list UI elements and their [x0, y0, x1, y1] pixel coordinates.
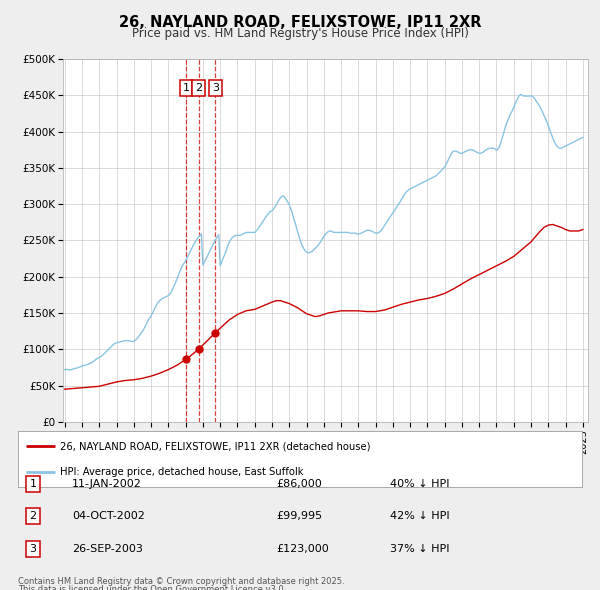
- Text: HPI: Average price, detached house, East Suffolk: HPI: Average price, detached house, East…: [60, 467, 304, 477]
- Text: 11-JAN-2002: 11-JAN-2002: [72, 479, 142, 489]
- Text: 1: 1: [29, 479, 37, 489]
- Text: 26, NAYLAND ROAD, FELIXSTOWE, IP11 2XR (detached house): 26, NAYLAND ROAD, FELIXSTOWE, IP11 2XR (…: [60, 441, 371, 451]
- Text: 2: 2: [29, 512, 37, 521]
- Text: 3: 3: [212, 83, 219, 93]
- Text: 26-SEP-2003: 26-SEP-2003: [72, 544, 143, 553]
- Text: 3: 3: [29, 544, 37, 553]
- Text: 2: 2: [195, 83, 202, 93]
- Text: 26, NAYLAND ROAD, FELIXSTOWE, IP11 2XR: 26, NAYLAND ROAD, FELIXSTOWE, IP11 2XR: [119, 15, 481, 30]
- Text: 04-OCT-2002: 04-OCT-2002: [72, 512, 145, 521]
- Text: 42% ↓ HPI: 42% ↓ HPI: [390, 512, 449, 521]
- Text: £123,000: £123,000: [276, 544, 329, 553]
- Text: £99,995: £99,995: [276, 512, 322, 521]
- Text: £86,000: £86,000: [276, 479, 322, 489]
- Text: This data is licensed under the Open Government Licence v3.0.: This data is licensed under the Open Gov…: [18, 585, 286, 590]
- Text: 37% ↓ HPI: 37% ↓ HPI: [390, 544, 449, 553]
- Text: Contains HM Land Registry data © Crown copyright and database right 2025.: Contains HM Land Registry data © Crown c…: [18, 577, 344, 586]
- Text: 1: 1: [182, 83, 190, 93]
- Text: 40% ↓ HPI: 40% ↓ HPI: [390, 479, 449, 489]
- Text: Price paid vs. HM Land Registry's House Price Index (HPI): Price paid vs. HM Land Registry's House …: [131, 27, 469, 40]
